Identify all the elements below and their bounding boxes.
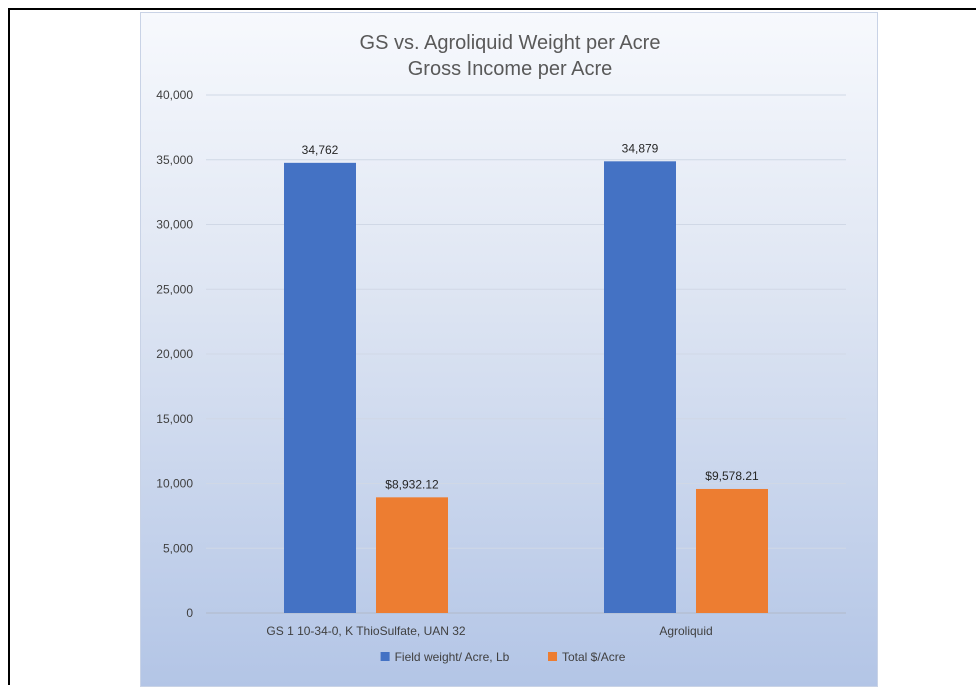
chart-title: GS vs. Agroliquid Weight per Acre bbox=[360, 32, 661, 54]
data-label: $9,578.21 bbox=[705, 469, 759, 483]
legend-label: Field weight/ Acre, Lb bbox=[395, 650, 510, 664]
y-tick-label: 30,000 bbox=[156, 218, 193, 232]
y-tick-label: 0 bbox=[186, 606, 193, 620]
bar-field-weight bbox=[284, 162, 356, 614]
y-tick-label: 40,000 bbox=[156, 88, 193, 102]
bar-total-dollars bbox=[696, 488, 768, 613]
data-label: $8,932.12 bbox=[385, 477, 439, 491]
category-label: Agroliquid bbox=[659, 624, 712, 638]
legend-swatch-field-weight bbox=[380, 652, 390, 661]
y-tick-label: 25,000 bbox=[156, 282, 193, 296]
bar-chart: GS vs. Agroliquid Weight per Acre Gross I… bbox=[156, 32, 846, 664]
data-label: 34,879 bbox=[622, 141, 659, 155]
y-tick-label: 20,000 bbox=[156, 347, 193, 361]
legend-swatch-total-dollars bbox=[548, 652, 557, 661]
y-tick-label: 15,000 bbox=[156, 412, 193, 426]
y-tick-label: 10,000 bbox=[156, 477, 193, 491]
chart-subtitle: Gross Income per Acre bbox=[408, 58, 613, 80]
category-label: GS 1 10-34-0, K ThioSulfate, UAN 32 bbox=[266, 624, 466, 638]
legend-label: Total $/Acre bbox=[562, 650, 626, 664]
bar-total-dollars bbox=[376, 497, 448, 613]
data-label: 34,762 bbox=[302, 143, 339, 157]
bar-field-weight bbox=[604, 161, 676, 613]
y-tick-label: 5,000 bbox=[163, 541, 193, 555]
chart-area: GS vs. Agroliquid Weight per Acre Gross I… bbox=[140, 12, 878, 687]
y-tick-label: 35,000 bbox=[156, 153, 193, 167]
